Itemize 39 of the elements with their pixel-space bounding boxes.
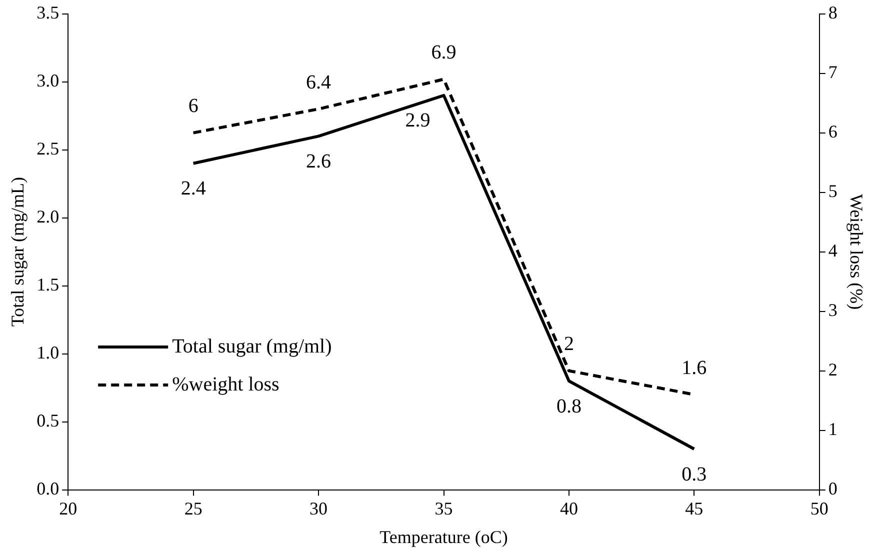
y2-tick-label: 5	[828, 181, 838, 202]
y2-tick-label: 7	[828, 62, 838, 82]
x-tick-label: 45	[685, 498, 704, 518]
y2-tick-label: 4	[828, 240, 838, 261]
y2-tick-label: 8	[828, 2, 838, 23]
data-label: 1.6	[682, 356, 707, 379]
y-tick-label: 2.0	[36, 206, 60, 227]
y2-axis-title: Weight loss (%)	[846, 194, 866, 310]
y-tick-label: 3.5	[36, 2, 60, 23]
x-tick-label: 50	[810, 498, 828, 518]
legend-label: %weight loss	[172, 373, 280, 396]
data-label: 2.9	[405, 110, 430, 132]
x-tick-label: 20	[59, 498, 78, 518]
data-label: 6.4	[306, 71, 332, 94]
legend-label: Total sugar (mg/ml)	[172, 335, 332, 358]
y-tick-label: 3.0	[36, 70, 60, 91]
y-tick-label: 0.5	[36, 410, 60, 431]
data-label: 6.9	[431, 42, 456, 64]
data-label: 2.6	[306, 150, 332, 172]
y2-tick-label: 0	[828, 478, 838, 499]
x-tick-label: 30	[310, 498, 328, 518]
data-label: 2	[564, 333, 574, 356]
data-label: 6	[188, 95, 198, 118]
y-tick-label: 0.0	[36, 478, 60, 499]
y-tick-label: 1.5	[36, 274, 60, 295]
data-label: 0.3	[682, 463, 707, 486]
data-label: 0.8	[556, 395, 582, 418]
y-tick-label: 1.0	[36, 342, 60, 363]
y2-tick-label: 6	[828, 122, 838, 142]
y2-tick-label: 1	[828, 419, 838, 440]
x-tick-label: 35	[434, 498, 453, 518]
data-label: 2.4	[180, 178, 206, 200]
y-tick-label: 2.5	[36, 138, 60, 159]
y2-tick-label: 2	[828, 360, 838, 380]
x-tick-label: 40	[560, 498, 578, 518]
y2-tick-label: 3	[828, 300, 838, 320]
x-tick-label: 25	[184, 498, 202, 518]
x-axis-title: Temperature (oC)	[380, 526, 508, 547]
y-axis-title: Total sugar (mg/mL)	[8, 176, 28, 327]
